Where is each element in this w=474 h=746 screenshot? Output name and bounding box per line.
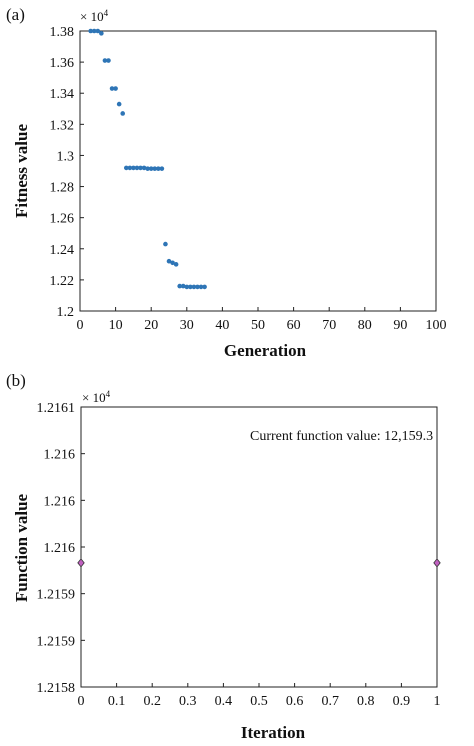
panel-a-plot-frame bbox=[79, 30, 437, 312]
a-x-tick-label: 70 bbox=[322, 318, 336, 333]
a-x-tick-label: 0 bbox=[77, 318, 84, 333]
b-y-tick-label: 1.216 bbox=[44, 494, 76, 509]
b-x-tick-label: 0.9 bbox=[393, 694, 411, 709]
data-point bbox=[191, 284, 197, 290]
data-point bbox=[131, 165, 136, 171]
a-x-tick-label: 100 bbox=[426, 318, 447, 333]
b-y-tick-label: 1.216 bbox=[44, 541, 76, 556]
data-point bbox=[180, 283, 186, 289]
panel-b-y-multiplier-exponent: 4 bbox=[106, 389, 111, 399]
a-x-tick-label: 30 bbox=[180, 318, 194, 333]
panel-b-y-multiplier: × 104 bbox=[82, 389, 111, 405]
a-y-tick-label: 1.32 bbox=[50, 118, 75, 133]
data-point bbox=[173, 262, 179, 267]
data-point bbox=[177, 283, 182, 289]
b-x-tick-label: 0.8 bbox=[357, 694, 375, 709]
a-x-tick-label: 90 bbox=[393, 318, 407, 333]
data-point bbox=[195, 284, 200, 290]
b-y-tick-label: 1.2159 bbox=[37, 588, 76, 603]
a-y-tick-label: 1.24 bbox=[50, 243, 75, 258]
b-y-tick-label: 1.2158 bbox=[37, 681, 76, 696]
panel-a-label: (a) bbox=[6, 5, 25, 24]
b-x-tick-label: 0.5 bbox=[250, 694, 268, 709]
panel-a-y-multiplier-base: × 10 bbox=[80, 9, 104, 24]
panel-a-data-points bbox=[88, 28, 207, 290]
b-y-tick-label: 1.2159 bbox=[37, 634, 76, 649]
panel-b-x-ticks: 0 0.1 0.2 0.3 0.4 0.5 0.6 0.7 0.8 0.9 1 bbox=[78, 683, 441, 709]
data-point bbox=[88, 28, 93, 34]
data-point bbox=[102, 58, 108, 63]
data-point bbox=[170, 260, 175, 266]
a-x-tick-label: 80 bbox=[358, 318, 372, 333]
panel-a-y-axis-label: Fitness value bbox=[12, 124, 31, 218]
data-point bbox=[152, 166, 158, 171]
a-y-tick-label: 1.3 bbox=[57, 149, 75, 164]
data-point bbox=[99, 31, 104, 36]
panel-b-data-points bbox=[77, 558, 441, 568]
b-y-tick-label: 1.216 bbox=[44, 448, 76, 463]
data-point bbox=[188, 284, 193, 290]
panel-b-label: (b) bbox=[6, 371, 26, 390]
data-point bbox=[184, 284, 190, 290]
data-point bbox=[91, 28, 97, 34]
data-point bbox=[141, 165, 147, 171]
b-x-tick-label: 0.1 bbox=[108, 694, 126, 709]
data-point bbox=[148, 166, 154, 171]
data-point bbox=[166, 258, 172, 264]
data-point bbox=[116, 101, 122, 107]
panel-b-y-axis-label: Function value bbox=[12, 493, 31, 602]
data-point bbox=[106, 58, 111, 63]
panel-a-x-axis-label: Generation bbox=[224, 341, 307, 360]
a-y-tick-label: 1.36 bbox=[50, 56, 75, 71]
a-x-tick-label: 20 bbox=[144, 318, 158, 333]
panel-a-y-multiplier: × 104 bbox=[80, 8, 109, 24]
data-point bbox=[156, 166, 161, 171]
data-point bbox=[127, 165, 133, 171]
data-point bbox=[77, 558, 85, 568]
a-x-tick-label: 60 bbox=[287, 318, 301, 333]
data-point bbox=[163, 241, 168, 247]
a-y-tick-label: 1.26 bbox=[50, 212, 75, 227]
a-y-tick-label: 1.34 bbox=[50, 87, 75, 102]
panel-a-x-ticks: 0 10 20 30 40 50 60 70 80 90 100 bbox=[77, 307, 447, 333]
a-y-tick-label: 1.28 bbox=[50, 181, 75, 196]
panel-a-y-ticks: 1.2 1.22 1.24 1.26 1.28 1.3 1.32 1.34 1.36 1.38 bbox=[50, 25, 84, 320]
data-point bbox=[134, 165, 140, 171]
b-x-tick-label: 0.6 bbox=[286, 694, 304, 709]
data-point bbox=[120, 111, 126, 116]
data-point bbox=[95, 28, 101, 34]
a-x-tick-label: 50 bbox=[251, 318, 265, 333]
a-x-tick-label: 40 bbox=[215, 318, 229, 333]
data-point bbox=[123, 165, 129, 171]
panel-b-function-chart: (b) × 104 Current function value: 12,159… bbox=[6, 371, 441, 742]
panel-a-fitness-chart: (a) × 104 0 10 20 30 40 50 60 70 80 90 100 1.2 1.22… bbox=[6, 5, 447, 360]
a-x-tick-label: 10 bbox=[109, 318, 123, 333]
data-point bbox=[198, 284, 204, 290]
panel-b-y-ticks: 1.2158 1.2159 1.2159 1.216 1.216 1.216 1.2161 bbox=[37, 401, 85, 696]
b-x-tick-label: 0 bbox=[78, 694, 85, 709]
b-x-tick-label: 0.2 bbox=[143, 694, 161, 709]
panel-a-y-multiplier-exponent: 4 bbox=[104, 8, 109, 18]
panel-b-plot-frame bbox=[80, 406, 438, 688]
b-x-tick-label: 0.3 bbox=[179, 694, 197, 709]
data-point bbox=[138, 165, 143, 171]
a-y-tick-label: 1.22 bbox=[50, 274, 75, 289]
a-y-tick-label: 1.38 bbox=[50, 25, 75, 40]
panel-b-annotation: Current function value: 12,159.3 bbox=[250, 429, 433, 444]
b-x-tick-label: 1 bbox=[434, 694, 441, 709]
data-point bbox=[202, 284, 207, 290]
b-x-tick-label: 0.4 bbox=[215, 694, 233, 709]
data-point bbox=[113, 86, 118, 91]
data-point bbox=[109, 86, 115, 91]
a-y-tick-label: 1.2 bbox=[57, 305, 75, 320]
b-x-tick-label: 0.7 bbox=[321, 694, 339, 709]
b-y-tick-label: 1.2161 bbox=[37, 401, 76, 416]
panel-b-y-multiplier-base: × 10 bbox=[82, 390, 106, 405]
data-point bbox=[145, 166, 150, 171]
data-point bbox=[159, 166, 165, 171]
panel-b-x-axis-label: Iteration bbox=[241, 723, 306, 742]
data-point bbox=[433, 558, 441, 568]
